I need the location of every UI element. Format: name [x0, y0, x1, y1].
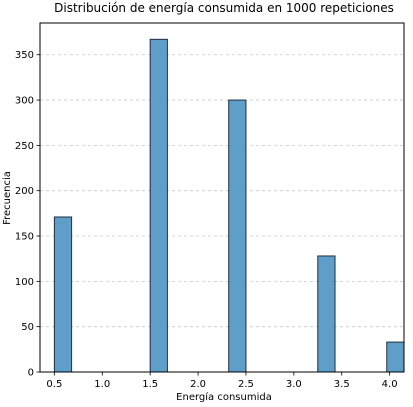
x-ticks: 0.5 1.0 1.5 2.0 2.5 3.0 3.5 4.0 [46, 372, 398, 390]
y-ticks: 0 50 100 150 200 250 300 350 [15, 50, 40, 379]
histogram-bar [149, 38, 168, 373]
x-tick-label: 1.5 [142, 379, 158, 390]
x-axis-label: Energía consumida [176, 391, 272, 403]
y-tick-label: 50 [21, 322, 34, 333]
x-tick-label: 1.0 [94, 379, 110, 390]
histogram-bar [317, 255, 336, 373]
x-tick-label: 3.5 [334, 379, 350, 390]
x-tick-label: 2.0 [190, 379, 206, 390]
y-tick-label: 0 [28, 368, 34, 379]
bars-layer [53, 38, 405, 373]
y-axis-label: Frecuencia [2, 171, 13, 225]
histogram-bar [53, 216, 73, 373]
x-tick-label: 3.0 [286, 379, 302, 390]
y-tick-label: 300 [15, 96, 34, 107]
plot-frame [39, 22, 405, 373]
chart-title: Distribución de energía consumida en 100… [54, 1, 394, 15]
y-tick-label: 250 [15, 141, 34, 152]
x-tick-label: 0.5 [46, 379, 62, 390]
histogram-bar [386, 341, 405, 373]
x-tick-label: 4.0 [382, 379, 398, 390]
y-tick-label: 150 [15, 232, 34, 243]
histogram-bar [228, 99, 247, 373]
y-tick-label: 350 [15, 50, 34, 61]
x-tick-label: 2.5 [238, 379, 254, 390]
y-tick-label: 200 [15, 186, 34, 197]
y-tick-label: 100 [15, 277, 34, 288]
grid-layer [40, 54, 404, 328]
